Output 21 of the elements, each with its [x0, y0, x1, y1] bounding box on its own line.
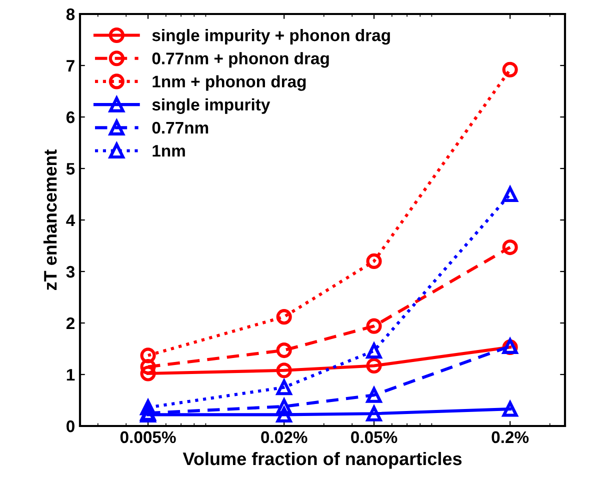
y-tick-label: 0: [66, 420, 74, 432]
y-tick-label: 3: [66, 266, 75, 278]
x-tick-label: 0.05%: [351, 431, 398, 444]
y-tick-label: 5: [66, 163, 75, 175]
x-tick-label: 0.02%: [261, 431, 308, 444]
x-axis-title: Volume fraction of nanoparticles: [182, 452, 462, 469]
y-tick-label: 8: [66, 8, 75, 20]
x-tick-label: 0.2%: [492, 431, 529, 444]
legend-label: 1nm + phonon drag: [152, 75, 306, 91]
legend-label: single impurity: [152, 98, 270, 114]
x-tick-label: 0.005%: [120, 431, 176, 444]
legend-label: 0.77nm + phonon drag: [152, 52, 329, 68]
legend-label: single impurity + phonon drag: [152, 29, 390, 45]
y-tick-label: 4: [66, 214, 76, 226]
legend-label: 1nm: [152, 145, 185, 157]
legend-label: 0.77nm: [152, 122, 208, 134]
y-tick-label: 7: [66, 60, 74, 72]
y-tick-label: 6: [66, 111, 75, 124]
y-tick-label: 2: [66, 317, 74, 330]
y-axis-title: zT enhancement: [43, 149, 57, 290]
y-tick-label: 1: [66, 369, 75, 381]
